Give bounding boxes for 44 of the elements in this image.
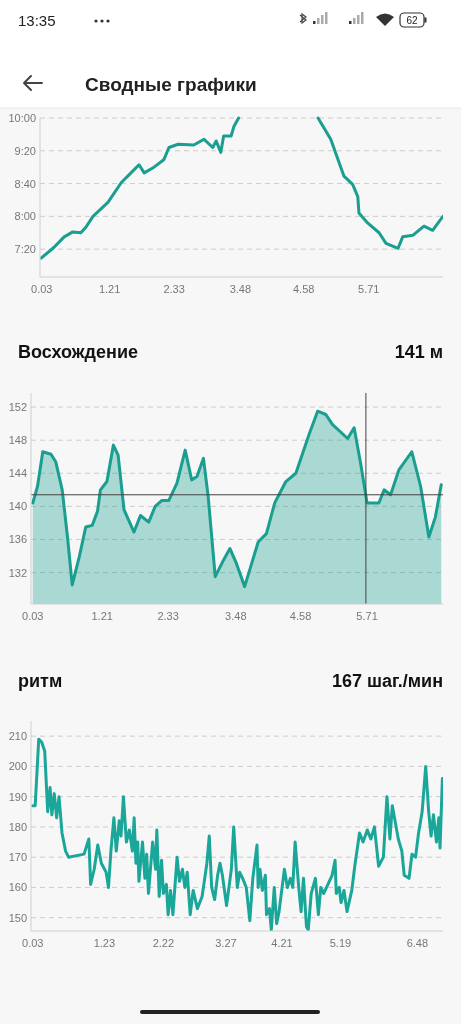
- x-tick-label: 4.58: [289, 610, 312, 622]
- y-tick-label: 8:00: [14, 210, 36, 223]
- y-tick-label: 152: [8, 401, 27, 414]
- x-tick-label: 1.21: [91, 610, 113, 622]
- chart-subtitle: 141 м: [394, 342, 443, 362]
- x-tick-label: 2.33: [157, 610, 179, 622]
- y-tick-label: 144: [8, 467, 27, 480]
- x-tick-label: 2.22: [152, 937, 175, 949]
- x-tick-label: 0.03: [31, 283, 53, 295]
- chart-title: Сводные графики: [85, 74, 257, 95]
- chart-subtitle: 167 шаг./мин: [332, 671, 443, 691]
- x-tick-label: 0.03: [22, 937, 44, 949]
- x-tick-label: 2.33: [163, 283, 185, 295]
- y-tick-label: 170: [8, 851, 27, 864]
- text: 13:35: [18, 12, 56, 29]
- chart-title: ритм: [18, 671, 63, 691]
- text: 62: [406, 15, 418, 26]
- x-tick-label: 1.23: [93, 937, 116, 949]
- chart-title: Восхождение: [18, 342, 138, 362]
- y-tick-label: 7:20: [14, 243, 36, 256]
- x-tick-label: 5.19: [329, 937, 352, 949]
- x-tick-label: 1.21: [98, 283, 121, 295]
- y-tick-label: 10:00: [8, 112, 36, 124]
- y-tick-label: 190: [8, 790, 27, 803]
- y-tick-label: 148: [8, 434, 27, 447]
- y-tick-label: 210: [8, 730, 27, 743]
- x-tick-label: 5.71: [356, 610, 378, 622]
- x-tick-label: 3.27: [215, 937, 237, 949]
- x-tick-label: 3.48: [229, 283, 252, 295]
- x-tick-label: 5.71: [358, 283, 380, 295]
- y-tick-label: 136: [8, 533, 27, 546]
- x-tick-label: 3.48: [225, 610, 247, 622]
- x-tick-label: 4.21: [271, 937, 293, 949]
- y-tick-label: 150: [8, 911, 27, 924]
- y-tick-label: 132: [8, 566, 27, 579]
- y-tick-label: 140: [8, 500, 27, 513]
- y-tick-label: 160: [8, 881, 27, 894]
- y-tick-label: 8:40: [14, 177, 36, 190]
- x-tick-label: 4.58: [292, 283, 315, 295]
- y-tick-label: 9:20: [14, 144, 36, 157]
- y-tick-label: 200: [8, 760, 27, 773]
- y-tick-label: 180: [8, 820, 27, 833]
- x-tick-label: 6.48: [406, 937, 429, 949]
- x-tick-label: 0.03: [22, 610, 44, 622]
